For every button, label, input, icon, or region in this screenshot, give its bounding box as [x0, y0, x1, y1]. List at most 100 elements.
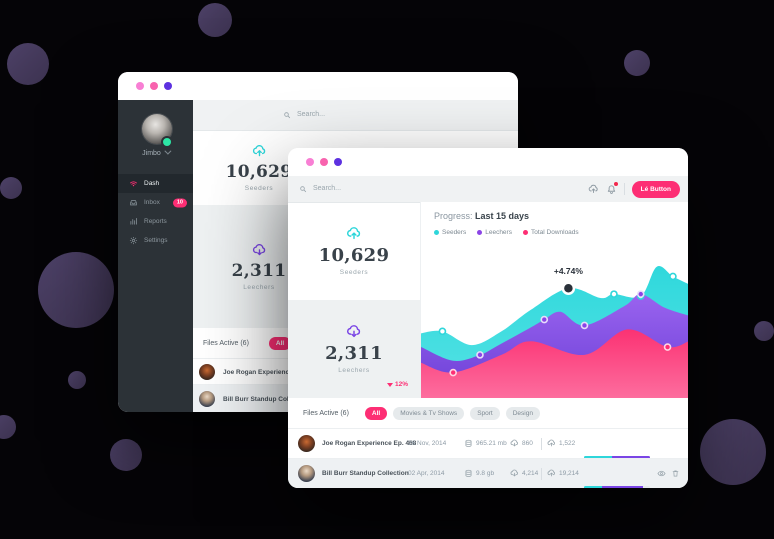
file-title: Joe Rogan Experience Ep. 468: [322, 440, 417, 447]
files-active-label: Files Active (6): [203, 339, 249, 347]
file-title: Joe Rogan Experience Ep. 468: [223, 368, 318, 376]
cloud-up-icon: [346, 226, 362, 242]
stat-label: Leechers: [338, 367, 370, 374]
filter-pill-all[interactable]: All: [268, 336, 292, 350]
search-bar[interactable]: Search...: [193, 100, 518, 131]
inbox-badge: 10: [172, 198, 187, 207]
arrow-down-icon: [386, 382, 393, 387]
avatar: [298, 435, 315, 452]
cloud-down-icon: [510, 439, 519, 448]
search-icon: [299, 185, 307, 193]
cloud-up-icon: [252, 144, 267, 159]
gear-icon: [129, 236, 138, 245]
eye-icon[interactable]: [657, 469, 666, 478]
area-series: [421, 329, 688, 398]
sidebar-item-reports[interactable]: Reports: [118, 212, 193, 231]
sidebar: Jimbo Dash Inbox 10 Reports: [118, 100, 193, 412]
stat-seeders: 10,629 Seeders: [288, 202, 420, 300]
stat-label: Seeders: [339, 269, 369, 276]
upload-count: 1,522: [559, 440, 576, 447]
sidebar-item-inbox[interactable]: Inbox 10: [118, 193, 193, 212]
decorative-circle: [110, 439, 142, 471]
filter-pill-design[interactable]: Design: [505, 406, 540, 420]
data-point-dot: [580, 321, 589, 330]
legend-item-seeders: Seeders: [434, 229, 466, 236]
wifi-icon: [129, 179, 138, 188]
files-active-header: Files Active (6) All Movies & Tv Shows S…: [288, 398, 688, 429]
decorative-circle: [0, 177, 22, 199]
upload-cloud-icon[interactable]: [588, 184, 599, 195]
chevron-down-icon: [164, 147, 172, 155]
decorative-circle: [624, 50, 650, 76]
window-control-dot[interactable]: [306, 158, 314, 166]
window-control-dot[interactable]: [320, 158, 328, 166]
stat-label: Seeders: [244, 184, 274, 192]
search-icon: [283, 111, 291, 119]
legend-item-total-downloads: Total Downloads: [522, 229, 579, 236]
stat-leechers: 2,311 Leechers 12%: [288, 300, 420, 398]
cloud-up-icon: [547, 439, 556, 448]
back-window-titlebar: [118, 72, 518, 100]
decorative-circle: [7, 43, 49, 85]
cloud-down-icon: [346, 324, 362, 340]
avatar: [298, 465, 315, 482]
stat-value: 2,311: [231, 260, 287, 281]
decorative-circle: [68, 371, 86, 389]
download-count: 4,214: [522, 470, 539, 477]
legend-dot: [434, 230, 439, 235]
sidebar-item-label: Reports: [144, 218, 167, 225]
divider: [541, 438, 542, 450]
legend-dot: [522, 230, 528, 235]
legend-item-leechers: Leechers: [477, 229, 512, 236]
user-name: Jimbo: [142, 150, 161, 157]
header-actions: Lé Button: [588, 176, 680, 202]
decorative-circle: [198, 3, 232, 37]
decorative-circle: [0, 415, 16, 439]
progress-bar: [584, 455, 650, 459]
filter-pill-sport[interactable]: Sport: [470, 406, 500, 420]
window-control-dot[interactable]: [164, 82, 172, 90]
stat-value: 2,311: [325, 343, 383, 364]
front-window: Search... Lé Button 10,629 Seeders: [288, 148, 688, 488]
window-control-dot[interactable]: [136, 82, 144, 90]
data-point-dot: [540, 315, 549, 324]
file-date: 02 Apr, 2014: [408, 470, 445, 477]
data-point-dot: [663, 343, 672, 351]
sidebar-item-label: Dash: [144, 180, 160, 187]
front-window-titlebar: [288, 148, 688, 176]
bell-icon[interactable]: [606, 181, 618, 195]
trash-icon[interactable]: [671, 469, 680, 478]
filter-pill-all[interactable]: All: [364, 406, 388, 420]
file-size: 965.21 mb: [476, 440, 507, 447]
window-control-dot[interactable]: [150, 82, 158, 90]
avatar: [199, 391, 215, 407]
divider: [541, 468, 542, 480]
data-point-dot: [438, 327, 447, 336]
stat-seeders: 10,629 Seeders: [193, 130, 325, 205]
filter-pill-movies[interactable]: Movies & Tv Shows: [393, 406, 465, 420]
file-date: 26 Nov, 2014: [408, 440, 447, 447]
sidebar-item-dash[interactable]: Dash: [118, 174, 193, 193]
table-row[interactable]: Bill Burr Standup Collection 02 Apr, 201…: [288, 458, 688, 488]
annotation-dot: [561, 281, 576, 295]
file-size: 9.8 gb: [476, 470, 495, 477]
cloud-down-icon: [252, 243, 267, 258]
user-menu[interactable]: Jimbo: [118, 147, 193, 157]
search-bar[interactable]: Search... Lé Button: [288, 176, 688, 203]
data-point-dot: [449, 368, 457, 377]
stat-value: 10,629: [225, 161, 293, 182]
sidebar-item-label: Inbox: [144, 199, 160, 206]
data-point-dot: [610, 290, 618, 298]
le-button[interactable]: Lé Button: [631, 180, 680, 198]
sidebar-item-label: Settings: [144, 237, 168, 244]
table-row[interactable]: Joe Rogan Experience Ep. 468 26 Nov, 201…: [288, 428, 688, 459]
inbox-icon: [129, 198, 138, 207]
database-icon: [464, 469, 473, 478]
stat-value: 10,629: [318, 245, 390, 266]
chart-title: Progress: Last 15 days: [434, 211, 530, 221]
avatar: [199, 364, 215, 380]
sidebar-item-settings[interactable]: Settings: [118, 231, 193, 250]
window-control-dot[interactable]: [334, 158, 342, 166]
progress-bar: [584, 485, 650, 488]
file-title: Bill Burr Standup Collection: [322, 470, 409, 477]
